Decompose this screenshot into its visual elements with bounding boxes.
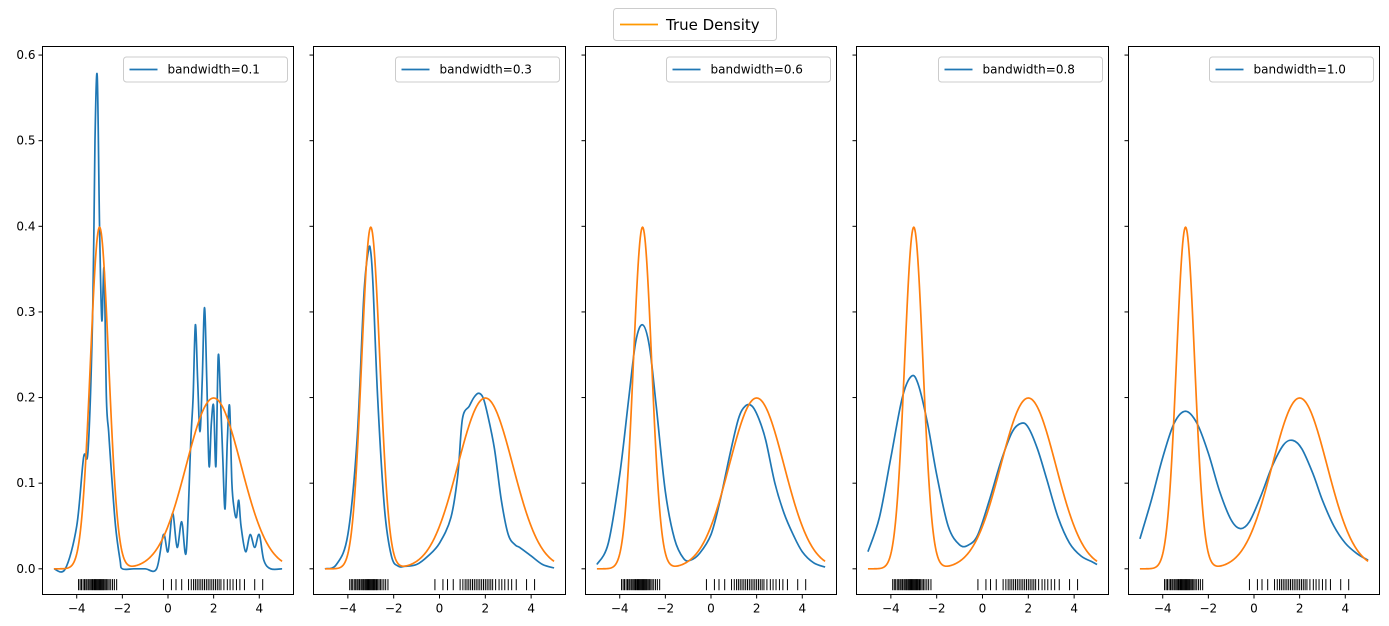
- axes-legend: bandwidth=0.3: [395, 56, 560, 83]
- x-tick-label: 2: [481, 602, 489, 616]
- axes-legend-label: bandwidth=0.8: [983, 63, 1075, 77]
- subplot-1: −4 −2 0 2 4 0.0 0.1 0.2 0.3 0.4 0.5 0.6 bandwidth=0.…: [16, 46, 294, 616]
- kde-line: [1139, 410, 1369, 561]
- y-tick-label: 0.0: [16, 562, 35, 576]
- y-tick-label: 0.2: [16, 391, 35, 405]
- true-density-line: [324, 226, 555, 570]
- rug-plot: [1164, 579, 1350, 591]
- x-tick-label: 4: [798, 602, 806, 616]
- axes-legend-frame: [395, 56, 560, 83]
- kde-line: [596, 323, 826, 568]
- subplot-2: −4 −2 0 2 4 bandwidth=0.3: [309, 46, 566, 616]
- rug-plot: [621, 579, 807, 591]
- subplot-3: −4 −2 0 2 4 bandwidth=0.6: [581, 46, 837, 616]
- true-density-line: [867, 226, 1098, 570]
- plot-area: [1139, 226, 1369, 591]
- y-tick-label: 0.5: [16, 134, 35, 148]
- x-tick-label: −2: [385, 602, 403, 616]
- y-tick-label: 0.6: [16, 48, 35, 62]
- x-tick-label: 2: [753, 602, 761, 616]
- x-tick-label: −4: [882, 602, 900, 616]
- true-density-line: [596, 226, 826, 570]
- figure-legend-label: True Density: [665, 16, 760, 34]
- x-tick-label: −4: [611, 602, 629, 616]
- subplot-panels: −4 −2 0 2 4 0.0 0.1 0.2 0.3 0.4 0.5 0.6 bandwidth=0.…: [16, 46, 1380, 616]
- true-density-line: [53, 226, 283, 570]
- x-tick-label: 4: [1070, 602, 1078, 616]
- axes-legend-frame: [938, 56, 1103, 83]
- true-density-line: [1139, 226, 1369, 570]
- axes-legend-label: bandwidth=1.0: [1254, 63, 1346, 77]
- subplot-4: −4 −2 0 2 4 bandwidth=0.8: [852, 46, 1109, 616]
- axes-legend-label: bandwidth=0.3: [440, 63, 532, 77]
- axes-legend-label: bandwidth=0.1: [168, 63, 260, 77]
- x-tick-label: 2: [1024, 602, 1032, 616]
- axes-legend-frame: [666, 56, 831, 83]
- plot-area: [867, 226, 1098, 591]
- x-tick-label: −2: [928, 602, 946, 616]
- x-tick-label: 4: [1341, 602, 1349, 616]
- x-tick-label: −2: [114, 602, 132, 616]
- subplot-5: −4 −2 0 2 4 bandwidth=1.0: [1124, 46, 1380, 616]
- plot-area: [596, 226, 826, 591]
- x-tick-label: 0: [979, 602, 987, 616]
- kde-line: [867, 374, 1098, 566]
- figure-legend: True Density: [613, 8, 777, 41]
- x-tick-label: 0: [1250, 602, 1258, 616]
- y-tick-label: 0.4: [16, 219, 35, 233]
- x-tick-label: 2: [1296, 602, 1304, 616]
- x-tick-label: 4: [527, 602, 535, 616]
- x-tick-label: 0: [164, 602, 172, 616]
- x-tick-label: −4: [1154, 602, 1172, 616]
- x-tick-label: 4: [255, 602, 263, 616]
- axes-legend-frame: [1209, 56, 1374, 83]
- x-tick-label: 0: [707, 602, 715, 616]
- rug-plot: [78, 579, 264, 591]
- x-tick-label: −4: [339, 602, 357, 616]
- y-tick-label: 0.3: [16, 305, 35, 319]
- x-tick-label: −2: [1200, 602, 1218, 616]
- axes-legend-frame: [123, 56, 288, 83]
- axes-legend: bandwidth=0.6: [666, 56, 831, 83]
- rug-plot: [892, 579, 1079, 591]
- axes-frame: [856, 46, 1109, 595]
- axes-frame: [42, 46, 294, 595]
- axes-legend: bandwidth=0.1: [123, 56, 288, 83]
- axes-legend: bandwidth=0.8: [938, 56, 1103, 83]
- x-tick-label: 0: [436, 602, 444, 616]
- axes-frame: [585, 46, 837, 595]
- axes-legend-label: bandwidth=0.6: [711, 63, 803, 77]
- plot-area: [324, 226, 555, 591]
- x-tick-label: −2: [657, 602, 675, 616]
- rug-plot: [349, 579, 536, 591]
- x-tick-label: 2: [210, 602, 218, 616]
- plot-area: [53, 72, 283, 591]
- kde-line: [53, 72, 283, 573]
- axes-legend: bandwidth=1.0: [1209, 56, 1374, 83]
- figure-legend-frame: [613, 8, 777, 41]
- x-tick-label: −4: [68, 602, 86, 616]
- y-tick-label: 0.1: [16, 476, 35, 490]
